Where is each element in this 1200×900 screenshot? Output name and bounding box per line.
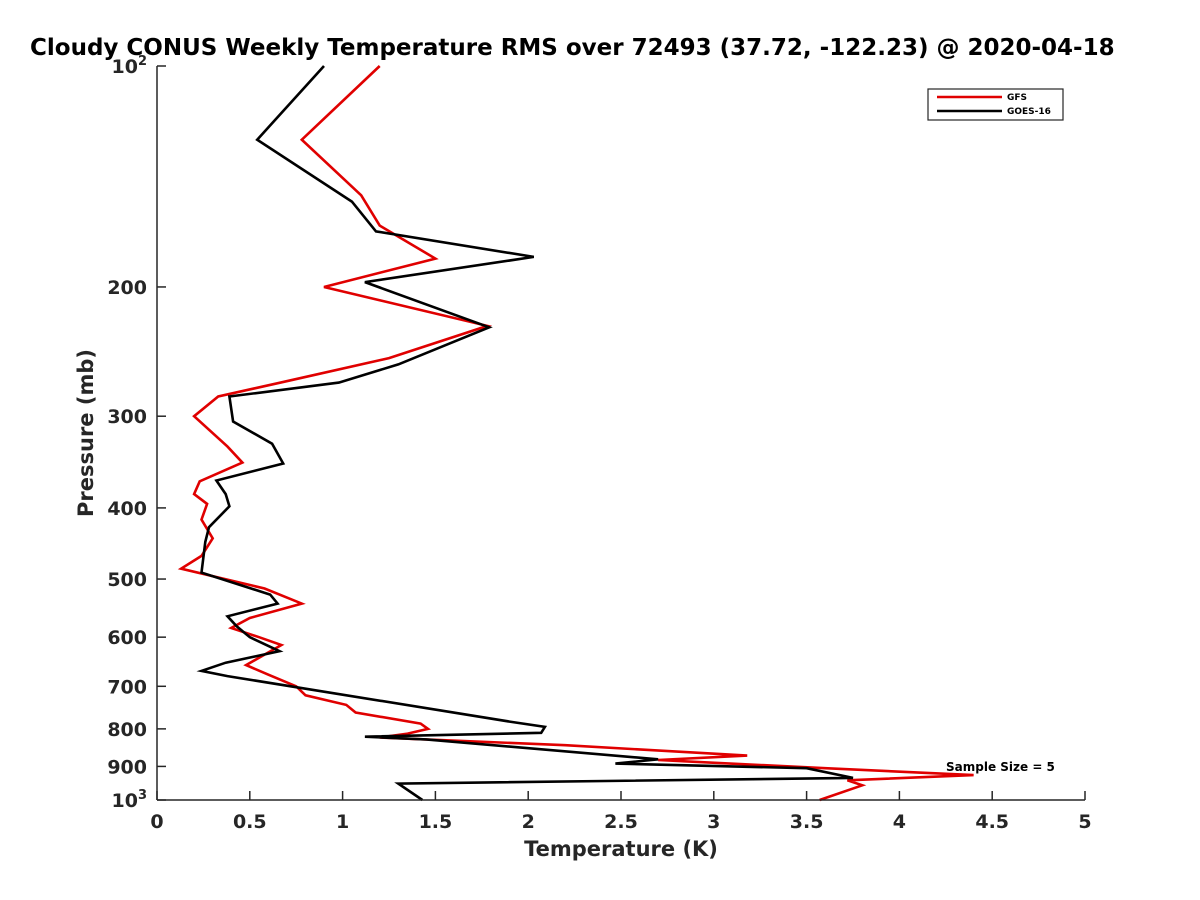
chart-title: Cloudy CONUS Weekly Temperature RMS over… bbox=[30, 35, 1115, 61]
x-tick-label: 0.5 bbox=[233, 811, 267, 833]
y-tick-label: 800 bbox=[107, 719, 147, 741]
series-line-gfs bbox=[177, 65, 974, 802]
series-layer bbox=[177, 65, 974, 802]
x-tick-label: 1.5 bbox=[419, 811, 453, 833]
axes bbox=[156, 66, 1085, 801]
legend-box bbox=[927, 88, 1064, 121]
x-tick-label: 5 bbox=[1078, 811, 1091, 833]
legend-label-goes16: GOES-16 bbox=[1007, 107, 1051, 117]
x-tick-label: 2.5 bbox=[604, 811, 638, 833]
x-tick-label: 1 bbox=[336, 811, 349, 833]
y-tick-label: 600 bbox=[107, 627, 147, 649]
x-tick-label: 3.5 bbox=[790, 811, 824, 833]
y-tick-label: 103 bbox=[112, 788, 148, 812]
legend: GFS GOES-16 bbox=[927, 88, 1064, 121]
y-tick-label: 900 bbox=[107, 756, 147, 778]
y-tick-label: 200 bbox=[107, 277, 147, 299]
x-ticks: 0 0.5 1 1.5 2 2.5 3 3.5 4 4.5 5 bbox=[150, 791, 1092, 833]
y-ticks: 102 200 300 400 500 600 700 800 900 103 bbox=[107, 54, 166, 812]
x-tick-label: 4.5 bbox=[975, 811, 1009, 833]
x-axis-label: Temperature (K) bbox=[524, 837, 718, 861]
y-tick-label: 300 bbox=[107, 406, 147, 428]
y-axis-label: Pressure (mb) bbox=[74, 349, 98, 517]
x-tick-label: 3 bbox=[707, 811, 720, 833]
x-tick-label: 0 bbox=[150, 811, 163, 833]
y-tick-label: 102 bbox=[112, 54, 148, 78]
series-line-goes-16 bbox=[196, 65, 854, 802]
x-tick-label: 4 bbox=[893, 811, 906, 833]
legend-label-gfs: GFS bbox=[1007, 93, 1027, 103]
y-tick-label: 500 bbox=[107, 569, 147, 591]
y-tick-label: 700 bbox=[107, 676, 147, 698]
x-tick-label: 2 bbox=[522, 811, 535, 833]
sample-size-annotation: Sample Size = 5 bbox=[946, 760, 1055, 774]
y-tick-label: 400 bbox=[107, 498, 147, 520]
